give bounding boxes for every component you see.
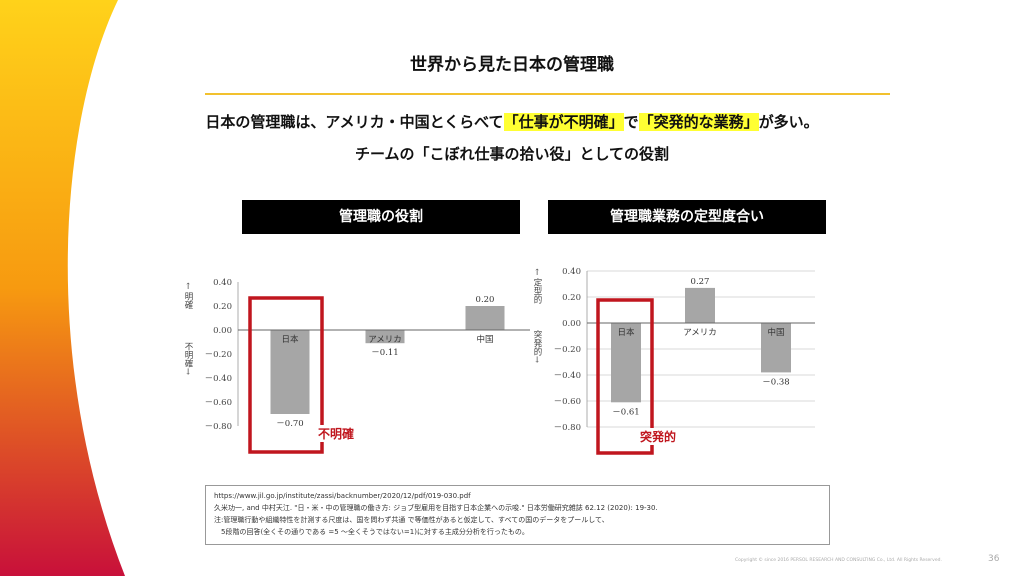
chart-2-ylabel-top: ↑定型的 — [532, 268, 542, 304]
y-tick-label: 0.00 — [213, 326, 232, 336]
subtitle-text: で — [623, 113, 639, 131]
references-box: https://www.jil.go.jp/institute/zassi/ba… — [205, 485, 830, 545]
category-label: アメリカ — [683, 328, 717, 338]
category-label: 中国 — [476, 334, 493, 345]
chart-1-ylabel-bottom: 不明確↓ — [183, 342, 193, 378]
page-number: 36 — [988, 554, 1000, 564]
highlight-unclear: 「仕事が不明確」 — [503, 113, 624, 131]
callout-box — [596, 298, 654, 455]
subtitle-text: 日本の管理職は、アメリカ・中国とくらべて — [205, 113, 504, 131]
highlight-sudden: 「突発的な業務」 — [638, 113, 759, 131]
category-label: アメリカ — [368, 335, 402, 345]
bar-アメリカ — [685, 287, 715, 323]
y-tick-label: －0.80 — [205, 422, 232, 432]
bar-中国 — [761, 323, 791, 373]
bar-日本 — [611, 323, 641, 403]
y-tick-label: －0.20 — [554, 345, 581, 355]
callout-label: 突発的 — [640, 429, 676, 444]
callout-label: 不明確 — [318, 426, 354, 441]
y-tick-label: －0.40 — [205, 374, 232, 384]
data-label: －0.70 — [276, 419, 303, 429]
callout-label-bg — [316, 425, 358, 442]
y-tick-label: 0.20 — [213, 302, 232, 312]
bar-日本 — [270, 330, 310, 414]
copyright: Copyright © since 2016 PERSOL RESEARCH A… — [735, 558, 942, 563]
bar-アメリカ — [365, 330, 405, 344]
y-tick-label: －0.60 — [554, 397, 581, 407]
reference-citation: 久米功一, and 中村天江. "日・米・中の管理職の働き方: ジョブ型雇用を目… — [214, 504, 658, 512]
page-title: 世界から見た日本の管理職 — [410, 55, 614, 75]
y-tick-label: 0.20 — [562, 293, 581, 303]
bar-中国 — [465, 306, 505, 330]
reference-url: https://www.jil.go.jp/institute/zassi/ba… — [214, 492, 471, 500]
callout-box — [248, 296, 324, 454]
subtitle-line-2: チームの「こぼれ仕事の拾い役」としての役割 — [354, 145, 670, 163]
data-label: －0.38 — [762, 377, 789, 387]
chart-1-ylabel-top: ↑明確 — [183, 282, 193, 309]
y-tick-label: －0.60 — [205, 398, 232, 408]
data-label: －0.61 — [612, 407, 639, 417]
chart-2-header: 管理職業務の定型度合い — [548, 200, 826, 234]
reference-note: 5段階の回答(全くその通りである =5 ～全くそうではない=1)に対する主成分分… — [214, 528, 529, 536]
y-tick-label: 0.40 — [213, 278, 232, 288]
y-tick-label: －0.20 — [205, 350, 232, 360]
chart-roles: 0.40 0.20 0.00 －0.20 －0.40 －0.60 －0.80 －0.70 日本 －… — [205, 278, 530, 454]
y-tick-label: －0.80 — [554, 423, 581, 433]
y-tick-label: 0.00 — [562, 319, 581, 329]
reference-note: 注:管理職行動や組織特性を計測する尺度は、国を問わず共通 で等価性があると仮定し… — [214, 516, 609, 524]
title-divider — [205, 93, 890, 95]
callout-label-bg — [638, 428, 680, 445]
chart-2-ylabel-bottom: 突発的↓ — [532, 330, 542, 366]
category-label: 日本 — [281, 334, 299, 345]
chart-routine-degree: 0.40 0.20 0.00 －0.20 －0.40 －0.60 －0.80 －0.61 日本 0… — [554, 267, 815, 455]
chart-1-header: 管理職の役割 — [242, 200, 520, 234]
data-label: －0.11 — [371, 348, 398, 358]
subtitle-text: が多い。 — [758, 113, 819, 131]
category-label: 中国 — [767, 327, 784, 338]
category-label: 日本 — [617, 327, 635, 338]
subtitle-line-1: 日本の管理職は、アメリカ・中国とくらべて「仕事が不明確」で「突発的な業務」が多い… — [0, 111, 1024, 132]
data-label: 0.27 — [691, 277, 710, 287]
data-label: 0.20 — [476, 295, 495, 305]
decorative-swoosh — [0, 0, 125, 576]
y-tick-label: 0.40 — [562, 267, 581, 277]
y-tick-label: －0.40 — [554, 371, 581, 381]
